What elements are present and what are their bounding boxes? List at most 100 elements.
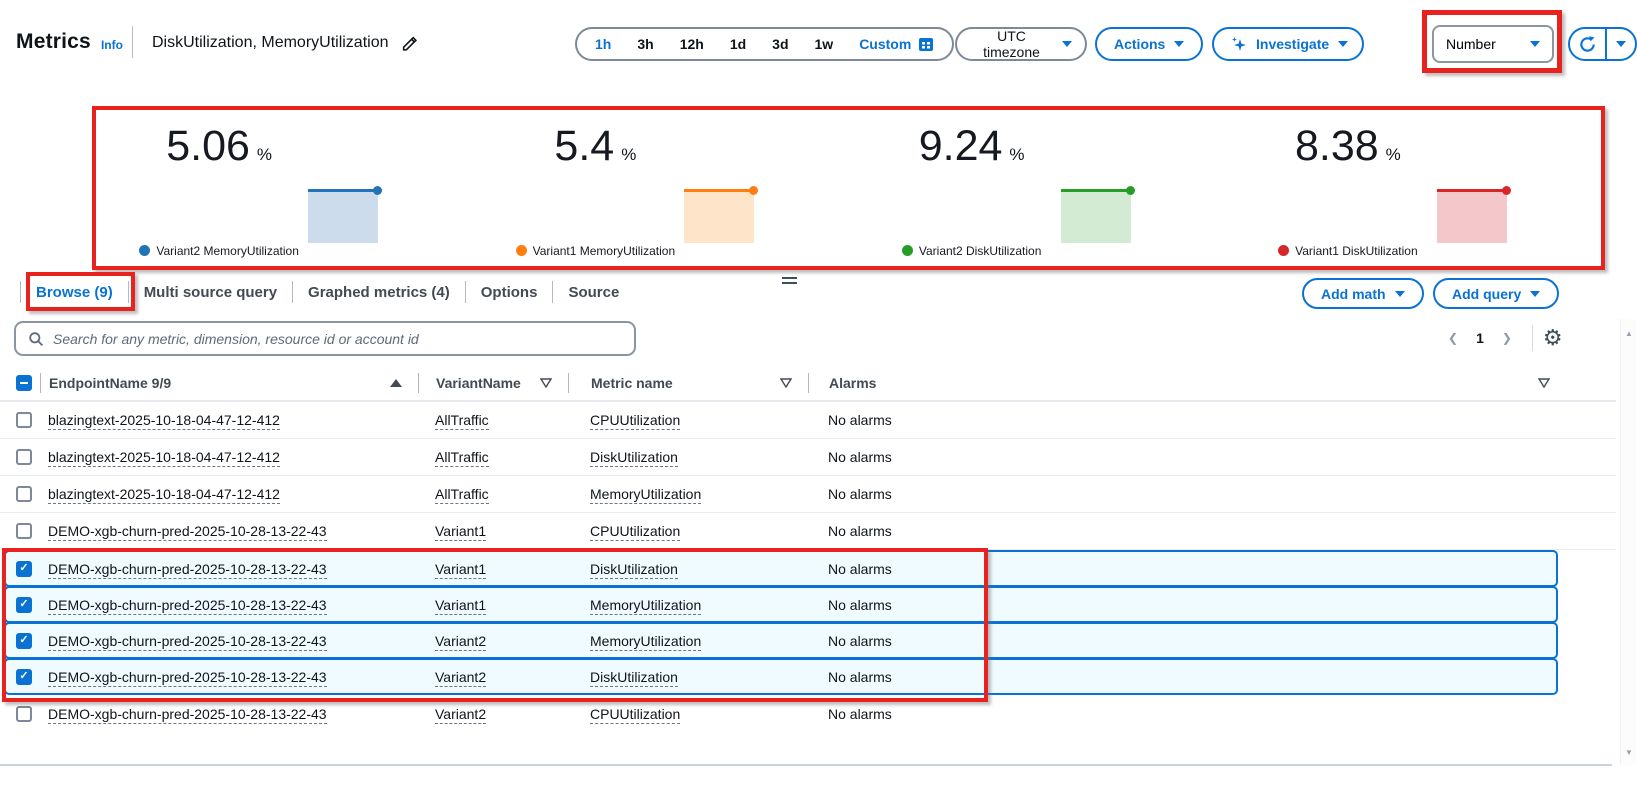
add-math-dropdown[interactable]: Add math <box>1302 278 1424 309</box>
next-page-button[interactable]: ❯ <box>1492 331 1522 345</box>
sort-ascending-icon[interactable] <box>390 379 402 387</box>
time-range-button[interactable]: 3h <box>624 29 666 59</box>
filter-icon[interactable] <box>1537 375 1551 391</box>
tab[interactable]: Source <box>552 281 634 303</box>
search-input[interactable] <box>53 330 622 347</box>
refresh-options-dropdown[interactable] <box>1607 29 1635 59</box>
row-checkbox[interactable]: ✓ <box>16 523 32 539</box>
metric-cell[interactable]: CPUUtilization <box>590 412 681 430</box>
time-range-button[interactable]: 1h <box>582 29 624 59</box>
chevron-down-icon <box>1616 41 1626 47</box>
row-checkbox[interactable]: ✓ <box>16 412 32 428</box>
edit-pencil-icon[interactable] <box>401 35 418 52</box>
variant-cell[interactable]: AllTraffic <box>435 486 489 504</box>
metric-cell[interactable]: DiskUtilization <box>590 449 678 467</box>
tab[interactable]: Multi source query <box>127 281 292 303</box>
metric-cell[interactable]: CPUUtilization <box>590 705 681 724</box>
metric-card[interactable]: 8.38% Variant1 DiskUtilization <box>1225 110 1601 266</box>
metrics-table: EndpointName 9/9 VariantName Metric name… <box>0 366 1616 732</box>
investigate-dropdown[interactable]: Investigate <box>1212 27 1364 61</box>
metric-card[interactable]: 9.24% Variant2 DiskUtilization <box>849 110 1225 266</box>
endpoint-cell[interactable]: DEMO-xgb-churn-pred-2025-10-28-13-22-43 <box>48 668 327 687</box>
endpoint-cell[interactable]: DEMO-xgb-churn-pred-2025-10-28-13-22-43 <box>48 596 327 615</box>
endpoint-cell[interactable]: blazingtext-2025-10-18-04-47-12-412 <box>48 486 280 504</box>
variant-cell[interactable]: Variant1 <box>435 560 487 579</box>
metric-cell[interactable]: CPUUtilization <box>590 523 681 541</box>
column-header-variant[interactable]: VariantName <box>418 373 568 393</box>
refresh-split-button <box>1568 27 1637 61</box>
chevron-down-icon <box>1394 290 1405 297</box>
table-row[interactable]: ✓ blazingtext-2025-10-18-04-47-12-412 Al… <box>0 402 1616 439</box>
variant-cell[interactable]: Variant2 <box>435 632 487 651</box>
row-checkbox[interactable]: ✓ <box>16 632 32 649</box>
current-page[interactable]: 1 <box>1476 330 1484 346</box>
info-link[interactable]: Info <box>100 38 123 52</box>
variant-cell[interactable]: Variant1 <box>435 596 487 615</box>
table-row[interactable]: ✓ DEMO-xgb-churn-pred-2025-10-28-13-22-4… <box>4 550 1558 587</box>
time-range-button[interactable]: 12h <box>667 29 717 59</box>
metric-card[interactable]: 5.06% Variant2 MemoryUtilization <box>96 110 472 266</box>
row-checkbox[interactable]: ✓ <box>16 560 32 577</box>
time-range-button[interactable]: 1w <box>802 29 847 59</box>
view-mode-select[interactable]: Number <box>1432 25 1554 63</box>
select-all-checkbox[interactable] <box>16 375 32 391</box>
vertical-scrollbar[interactable]: ▲ ▼ <box>1620 319 1636 765</box>
endpoint-cell[interactable]: DEMO-xgb-churn-pred-2025-10-28-13-22-43 <box>48 632 327 651</box>
row-checkbox[interactable]: ✓ <box>16 668 32 685</box>
alarms-cell: No alarms <box>828 632 892 649</box>
table-row[interactable]: ✓ DEMO-xgb-churn-pred-2025-10-28-13-22-4… <box>4 658 1558 695</box>
tab[interactable]: Options <box>464 281 553 303</box>
scroll-down-icon[interactable]: ▼ <box>1625 748 1633 757</box>
sparkle-icon <box>1231 36 1247 52</box>
chevron-down-icon <box>1174 41 1185 47</box>
variant-cell[interactable]: Variant2 <box>435 668 487 687</box>
checkmark-icon: ✓ <box>19 634 29 646</box>
row-checkbox[interactable]: ✓ <box>16 705 32 722</box>
table-row[interactable]: ✓ DEMO-xgb-churn-pred-2025-10-28-13-22-4… <box>0 695 1616 732</box>
endpoint-cell[interactable]: DEMO-xgb-churn-pred-2025-10-28-13-22-43 <box>48 560 327 579</box>
panel-resize-handle[interactable] <box>782 277 797 287</box>
table-row[interactable]: ✓ DEMO-xgb-churn-pred-2025-10-28-13-22-4… <box>4 622 1558 659</box>
table-row[interactable]: ✓ DEMO-xgb-churn-pred-2025-10-28-13-22-4… <box>4 586 1558 623</box>
sparkline <box>308 186 383 243</box>
metric-cell[interactable]: DiskUtilization <box>590 560 678 579</box>
row-checkbox[interactable]: ✓ <box>16 596 32 613</box>
previous-page-button[interactable]: ❮ <box>1438 331 1468 345</box>
scroll-up-icon[interactable]: ▲ <box>1625 329 1633 338</box>
row-checkbox[interactable]: ✓ <box>16 449 32 465</box>
time-range-button[interactable]: 3d <box>759 29 801 59</box>
metric-cell[interactable]: DiskUtilization <box>590 668 678 687</box>
variant-cell[interactable]: Variant1 <box>435 523 487 541</box>
timezone-dropdown[interactable]: UTC timezone <box>955 27 1087 61</box>
endpoint-cell[interactable]: DEMO-xgb-churn-pred-2025-10-28-13-22-43 <box>48 523 327 541</box>
column-header-alarms[interactable]: Alarms <box>808 373 1616 393</box>
endpoint-cell[interactable]: blazingtext-2025-10-18-04-47-12-412 <box>48 449 280 467</box>
endpoint-cell[interactable]: DEMO-xgb-churn-pred-2025-10-28-13-22-43 <box>48 705 327 724</box>
tab[interactable]: Browse (9) <box>20 281 128 303</box>
metric-cell[interactable]: MemoryUtilization <box>590 596 702 615</box>
refresh-button[interactable] <box>1570 29 1605 59</box>
metric-cell[interactable]: MemoryUtilization <box>590 486 702 504</box>
time-range-button[interactable]: 1d <box>717 29 759 59</box>
metric-card[interactable]: 5.4% Variant1 MemoryUtilization <box>472 110 848 266</box>
table-row[interactable]: ✓ blazingtext-2025-10-18-04-47-12-412 Al… <box>0 476 1616 513</box>
custom-range-button[interactable]: Custom <box>846 29 947 59</box>
table-row[interactable]: ✓ DEMO-xgb-churn-pred-2025-10-28-13-22-4… <box>0 513 1616 550</box>
filter-icon[interactable] <box>780 378 792 388</box>
gear-icon[interactable]: ⚙ <box>1542 325 1563 350</box>
variant-cell[interactable]: Variant2 <box>435 705 487 724</box>
column-header-metric[interactable]: Metric name <box>568 373 808 393</box>
chevron-down-icon <box>1062 41 1072 47</box>
column-header-endpoint[interactable]: EndpointName 9/9 <box>40 373 418 393</box>
variant-cell[interactable]: AllTraffic <box>435 412 489 430</box>
add-query-dropdown[interactable]: Add query <box>1433 278 1560 309</box>
filter-icon[interactable] <box>540 378 552 388</box>
metric-cell[interactable]: MemoryUtilization <box>590 632 702 651</box>
tab[interactable]: Graphed metrics (4) <box>292 281 465 303</box>
chevron-down-icon <box>1338 41 1349 47</box>
actions-dropdown[interactable]: Actions <box>1095 27 1203 61</box>
row-checkbox[interactable]: ✓ <box>16 486 32 502</box>
table-row[interactable]: ✓ blazingtext-2025-10-18-04-47-12-412 Al… <box>0 439 1616 476</box>
endpoint-cell[interactable]: blazingtext-2025-10-18-04-47-12-412 <box>48 412 280 430</box>
variant-cell[interactable]: AllTraffic <box>435 449 489 467</box>
